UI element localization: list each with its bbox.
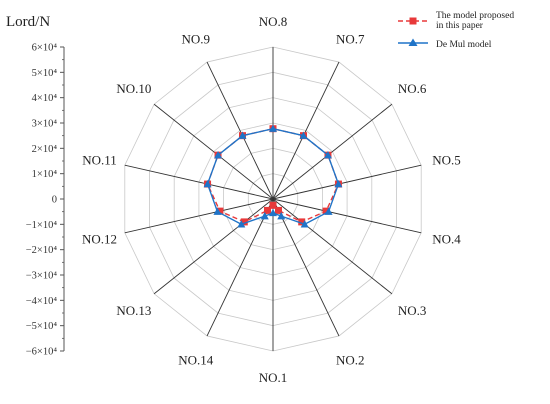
data-point <box>240 218 248 226</box>
y-tick-label: −4×10⁴ <box>26 296 58 307</box>
y-tick-label: 1×10⁴ <box>32 169 58 180</box>
legend: The model proposed in this paper De Mul m… <box>398 11 514 50</box>
y-tick-label: 2×10⁴ <box>32 144 58 155</box>
data-point <box>216 207 224 215</box>
data-point <box>322 207 330 215</box>
data-point <box>203 179 212 188</box>
data-point <box>213 207 222 215</box>
data-point <box>269 124 277 132</box>
category-label: NO.3 <box>398 303 427 318</box>
y-tick-label: −6×10⁴ <box>26 347 58 358</box>
y-axis-label: Lord/N <box>6 14 50 30</box>
y-tick-label: 5×10⁴ <box>32 68 58 79</box>
grid-spoke <box>272 61 340 200</box>
grid-spoke <box>153 103 274 200</box>
data-point <box>334 179 343 188</box>
legend-label-de-mul: De Mul model <box>436 40 492 50</box>
data-point <box>264 206 272 214</box>
y-tick-label: −2×10⁴ <box>26 245 58 256</box>
series-line <box>206 127 340 223</box>
data-point <box>324 207 333 215</box>
category-label: NO.6 <box>398 81 427 96</box>
grid-spoke <box>272 198 422 234</box>
category-label: NO.12 <box>82 232 117 247</box>
data-point <box>274 206 282 214</box>
data-point <box>298 218 306 226</box>
category-label: NO.8 <box>259 14 288 29</box>
grid-spoke <box>272 103 393 200</box>
data-point <box>214 150 223 159</box>
category-label: NO.5 <box>432 152 461 167</box>
data-point <box>300 220 309 228</box>
grid-spoke <box>206 198 274 337</box>
grid-spoke <box>124 164 274 200</box>
y-tick-label: 4×10⁴ <box>32 93 58 104</box>
legend-marker-triangle <box>408 38 418 46</box>
data-point <box>238 131 247 139</box>
category-label: NO.4 <box>432 232 461 247</box>
category-label: NO.13 <box>116 303 151 318</box>
series-de-mul <box>203 124 343 228</box>
category-label: NO.1 <box>259 370 288 385</box>
category-label: NO.9 <box>182 32 211 47</box>
data-point <box>323 150 332 159</box>
category-label: NO.11 <box>82 152 117 167</box>
legend-marker-square <box>409 17 417 25</box>
data-point <box>260 211 269 220</box>
y-tick-label: −1×10⁴ <box>26 220 58 231</box>
data-point <box>299 131 308 139</box>
grid-spoke <box>153 198 274 295</box>
y-tick-label: −3×10⁴ <box>26 271 58 282</box>
data-point <box>269 201 277 209</box>
series-layer <box>203 124 343 228</box>
y-axis: Lord/N 6×10⁴ 5×10⁴ 4×10⁴ 3×10⁴ 2×10⁴ 1×10⁴ 0 −1… <box>6 14 65 358</box>
data-point <box>237 220 246 228</box>
category-label: NO.10 <box>116 81 151 96</box>
y-tick-label: −5×10⁴ <box>26 321 58 332</box>
y-tick-label: 0 <box>52 195 57 206</box>
category-label: NO.7 <box>336 32 365 47</box>
grid-spoke <box>206 61 274 200</box>
grid-spoke <box>272 164 422 200</box>
category-labels: NO.1 NO.2 NO.3 NO.4 NO.5 NO.6 NO.7 NO.8 NO.9 NO.1… <box>82 14 461 385</box>
grid-spoke <box>272 198 340 337</box>
category-label: NO.14 <box>178 352 214 367</box>
data-point <box>269 208 277 217</box>
grid-spoke <box>272 198 393 295</box>
data-point <box>277 211 286 220</box>
y-tick-label: 6×10⁴ <box>32 43 58 54</box>
y-tick-label: 3×10⁴ <box>32 119 58 130</box>
legend-label-model-proposed: The model proposed in this paper <box>436 11 514 31</box>
radar-grid <box>124 46 422 352</box>
grid-spoke <box>124 198 274 234</box>
category-label: NO.2 <box>336 352 365 367</box>
